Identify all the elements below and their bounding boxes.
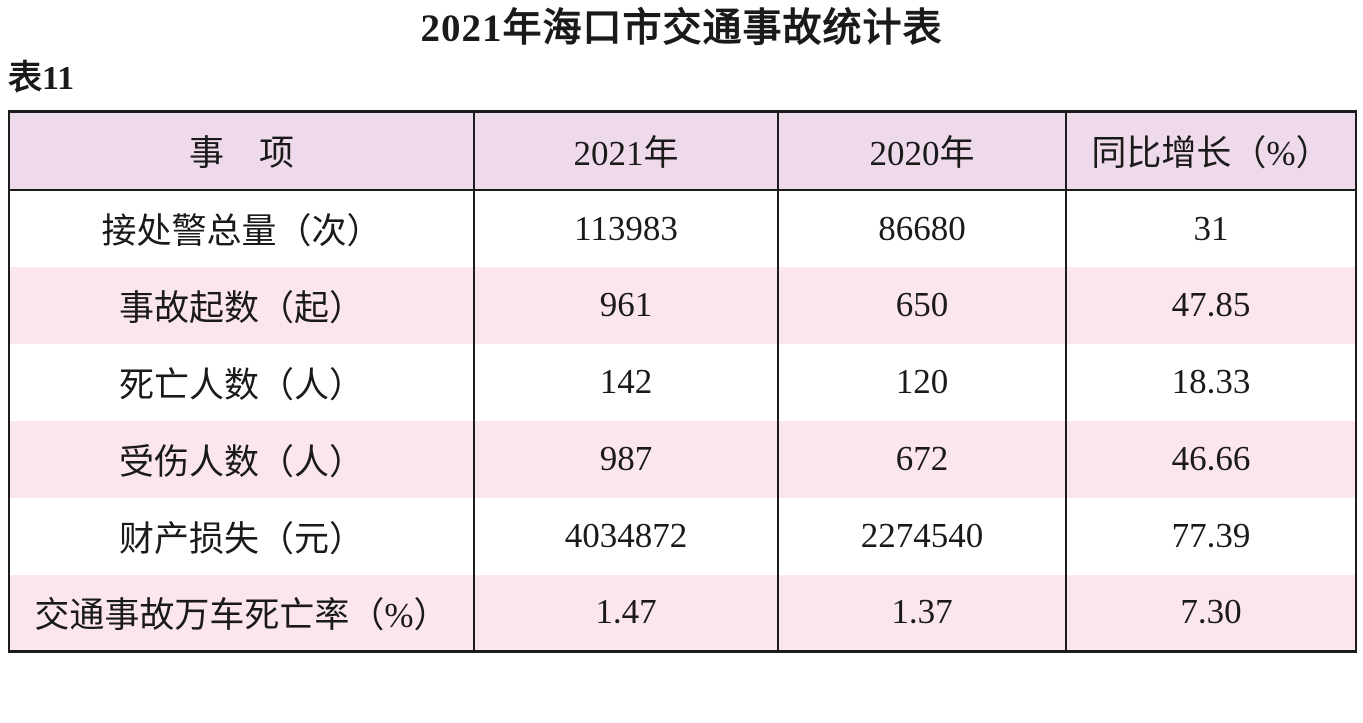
- cell-value-2021: 961: [473, 266, 779, 344]
- cell-yoy-growth: 7.30: [1065, 574, 1357, 652]
- column-header-2020: 2020年: [777, 111, 1067, 191]
- cell-value-2020: 86680: [777, 189, 1067, 267]
- column-header-2021: 2021年: [473, 111, 779, 191]
- cell-item: 事故起数（起）: [8, 266, 475, 344]
- cell-yoy-growth: 46.66: [1065, 420, 1357, 498]
- page-title: 2021年海口市交通事故统计表: [420, 7, 943, 50]
- cell-yoy-growth: 77.39: [1065, 497, 1357, 575]
- table-row: 接处警总量（次） 113983 86680 31: [8, 189, 1357, 267]
- cell-yoy-growth: 47.85: [1065, 266, 1357, 344]
- traffic-accident-stats-table: 事 项 2021年 2020年 同比增长（%） 接处警总量（次） 113983 …: [8, 110, 1357, 654]
- table-row: 死亡人数（人） 142 120 18.33: [8, 343, 1357, 421]
- cell-item: 受伤人数（人）: [8, 420, 475, 498]
- table-header-row: 事 项 2021年 2020年 同比增长（%）: [8, 111, 1357, 191]
- cell-value-2021: 1.47: [473, 574, 779, 652]
- cell-value-2020: 120: [777, 343, 1067, 421]
- cell-item: 交通事故万车死亡率（%）: [8, 574, 475, 652]
- cell-value-2020: 2274540: [777, 497, 1067, 575]
- cell-value-2020: 672: [777, 420, 1067, 498]
- table-row: 事故起数（起） 961 650 47.85: [8, 266, 1357, 344]
- column-header-growth: 同比增长（%）: [1065, 111, 1357, 191]
- cell-value-2020: 650: [777, 266, 1067, 344]
- cell-item: 财产损失（元）: [8, 497, 475, 575]
- table-number-label: 表11: [8, 59, 75, 97]
- cell-item: 接处警总量（次）: [8, 189, 475, 267]
- table-row: 财产损失（元） 4034872 2274540 77.39: [8, 497, 1357, 575]
- cell-value-2020: 1.37: [777, 574, 1067, 652]
- cell-yoy-growth: 18.33: [1065, 343, 1357, 421]
- cell-value-2021: 113983: [473, 189, 779, 267]
- column-header-item: 事 项: [8, 111, 475, 191]
- cell-value-2021: 142: [473, 343, 779, 421]
- cell-yoy-growth: 31: [1065, 189, 1357, 267]
- cell-item: 死亡人数（人）: [8, 343, 475, 421]
- table-row: 交通事故万车死亡率（%） 1.47 1.37 7.30: [8, 574, 1357, 652]
- table-row: 受伤人数（人） 987 672 46.66: [8, 420, 1357, 498]
- cell-value-2021: 4034872: [473, 497, 779, 575]
- cell-value-2021: 987: [473, 420, 779, 498]
